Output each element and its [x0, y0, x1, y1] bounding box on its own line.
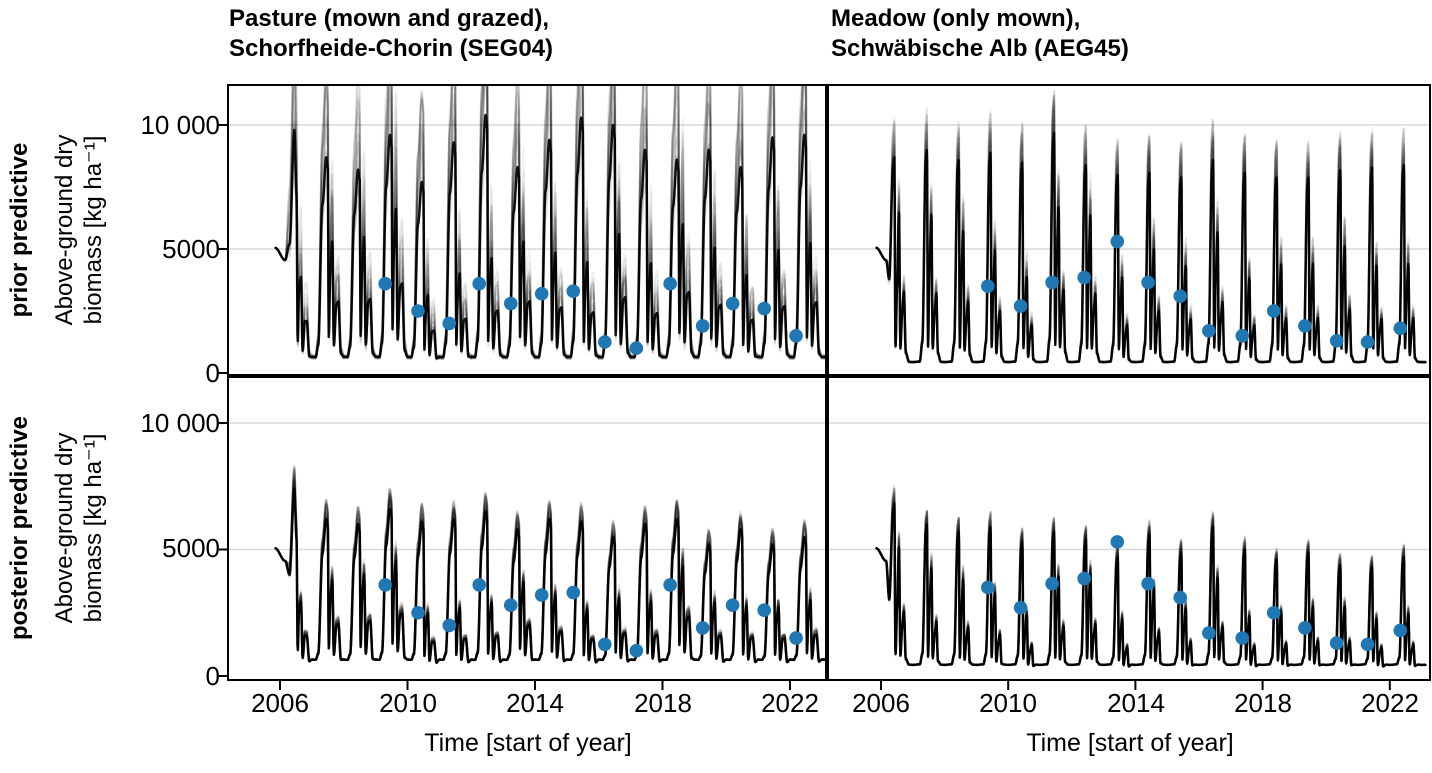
chart-canvas [0, 0, 1432, 773]
figure-container: Pasture (mown and grazed), Schorfheide-C… [0, 0, 1432, 773]
